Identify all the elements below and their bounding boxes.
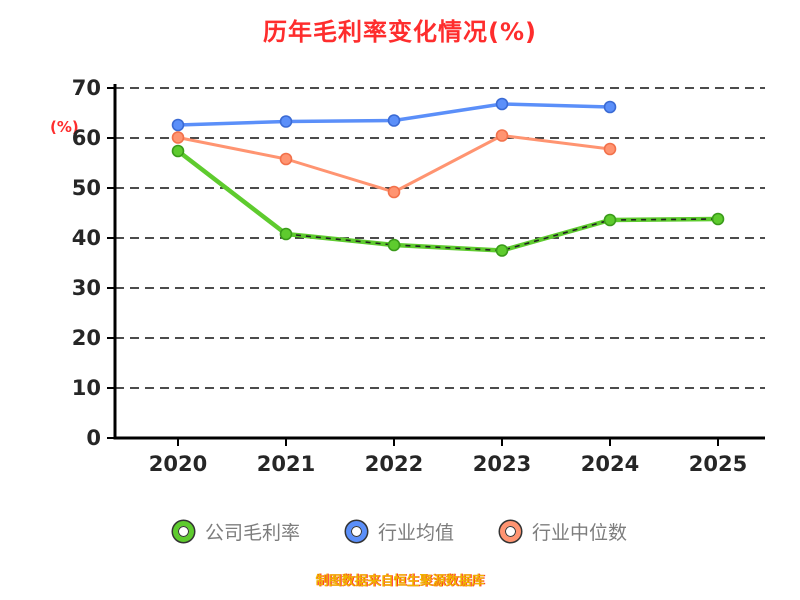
data-point <box>279 115 293 128</box>
x-tick-label: 2023 <box>473 452 531 476</box>
series-公司毛利率 <box>171 144 725 257</box>
x-tick-label: 2021 <box>257 452 315 476</box>
x-tick-label: 2025 <box>689 452 747 476</box>
legend-marker-icon <box>500 521 521 542</box>
data-point <box>171 131 185 144</box>
data-point <box>495 244 509 257</box>
data-point <box>279 152 293 166</box>
legend-item-行业中位数: 行业中位数 <box>500 518 627 545</box>
data-point <box>387 114 401 127</box>
data-point <box>387 238 401 252</box>
data-point <box>495 97 509 111</box>
series-行业中位数 <box>171 129 617 199</box>
data-point <box>171 144 185 158</box>
legend-label: 公司毛利率 <box>204 522 300 544</box>
y-axis-label: (%) <box>50 118 79 136</box>
legend-item-行业均值: 行业均值 <box>345 518 454 545</box>
chart-legend: 公司毛利率 行业均值 行业中位数 <box>0 518 800 545</box>
y-tick-label: 50 <box>72 176 101 200</box>
gridlines <box>115 87 765 389</box>
x-tick-label: 2022 <box>365 452 423 476</box>
data-point <box>603 142 617 156</box>
y-tick-label: 60 <box>72 126 101 150</box>
legend-marker-icon <box>172 521 194 542</box>
data-source-note: 制图数据来自恒生聚源数据库 <box>315 574 485 589</box>
legend-marker-icon <box>345 521 367 542</box>
data-point <box>279 227 293 241</box>
y-tick-label: 0 <box>86 426 101 450</box>
data-point <box>603 213 617 227</box>
y-tick-label: 40 <box>72 226 101 250</box>
data-point <box>711 212 725 226</box>
chart-title: 历年毛利率变化情况(%) <box>263 18 537 46</box>
data-point <box>495 129 509 142</box>
data-point <box>603 100 617 114</box>
y-tick-label: 10 <box>72 376 101 400</box>
axis-ticks: 0 10 20 30 40 50 60 70 2020 2021 2022 2023 2024 2025 <box>72 76 747 476</box>
legend-item-公司毛利率: 公司毛利率 <box>172 518 300 545</box>
y-tick-label: 20 <box>72 326 101 350</box>
y-tick-label: 30 <box>72 276 101 300</box>
y-tick-label: 70 <box>72 76 101 100</box>
data-point <box>171 118 185 132</box>
legend-label: 行业均值 <box>377 522 454 544</box>
legend-label: 行业中位数 <box>532 522 628 544</box>
x-tick-label: 2024 <box>581 452 639 476</box>
dashed-overlay-line <box>285 218 719 252</box>
data-point <box>387 185 401 199</box>
axes <box>113 84 765 440</box>
x-tick-label: 2020 <box>149 452 207 476</box>
series-行业均值 <box>171 97 617 132</box>
